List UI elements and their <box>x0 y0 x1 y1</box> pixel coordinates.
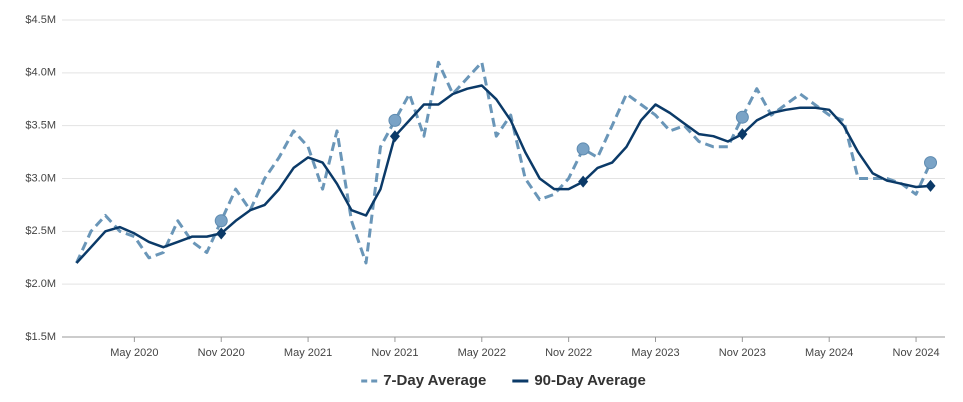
x-tick-label: May 2021 <box>284 347 332 359</box>
y-tick-label: $2.5M <box>25 225 56 237</box>
series-line <box>75 60 932 265</box>
x-tick-label: May 2022 <box>458 347 506 359</box>
x-tick-label: Nov 2022 <box>545 347 592 359</box>
legend: 7-Day Average 90-Day Average <box>361 372 646 389</box>
x-tick-label: May 2024 <box>805 347 853 359</box>
point-marker <box>735 110 749 124</box>
x-tick-label: Nov 2021 <box>371 347 418 359</box>
y-tick-label: $3.5M <box>25 120 56 132</box>
series-line <box>75 84 931 264</box>
y-tick-label: $1.5M <box>25 331 56 343</box>
x-tick-label: Nov 2024 <box>893 347 940 359</box>
point-marker <box>737 128 748 141</box>
legend-label: 7-Day Average <box>383 372 486 389</box>
point-marker <box>216 227 227 240</box>
x-tick-label: May 2023 <box>631 347 679 359</box>
point-marker <box>389 130 400 143</box>
x-tick-label: Nov 2023 <box>719 347 766 359</box>
point-marker <box>388 113 402 127</box>
point-marker <box>576 142 590 156</box>
x-tick-label: May 2020 <box>110 347 158 359</box>
legend-label: 90-Day Average <box>534 372 645 389</box>
point-marker <box>925 179 936 192</box>
y-tick-label: $3.0M <box>25 172 56 184</box>
y-tick-label: $4.0M <box>25 67 56 79</box>
y-tick-label: $2.0M <box>25 278 56 290</box>
x-tick-label: Nov 2020 <box>198 347 245 359</box>
y-tick-label: $4.5M <box>25 14 56 26</box>
point-marker <box>924 156 938 170</box>
point-marker <box>214 214 228 228</box>
point-marker <box>578 175 589 188</box>
